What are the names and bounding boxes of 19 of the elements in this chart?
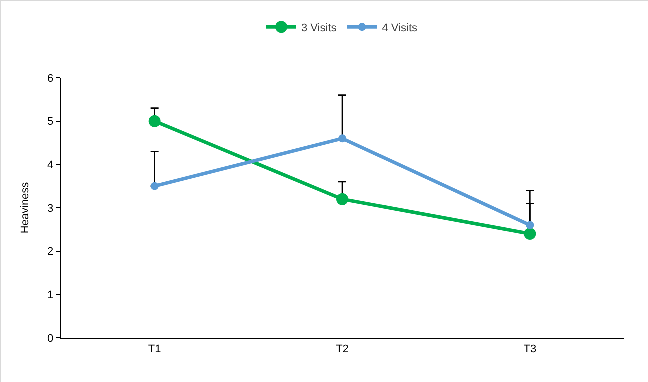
y-tick-label: 6	[48, 72, 54, 85]
x-tick-label: T3	[524, 343, 537, 356]
y-tick-label: 1	[48, 290, 54, 302]
y-tick-label: 4	[48, 160, 54, 172]
point	[338, 134, 346, 143]
point	[526, 221, 534, 230]
point	[524, 228, 536, 240]
y-tick-label: 2	[48, 246, 54, 258]
legend-label: 3 Visits	[302, 22, 338, 34]
x-tick-label: T2	[336, 343, 349, 356]
y-tick-label: 3	[48, 202, 54, 215]
y-tick-label: 0	[48, 332, 54, 345]
point	[150, 182, 159, 190]
y-tick-label: 5	[48, 116, 54, 128]
point	[336, 193, 348, 206]
x-tick-label: T1	[148, 343, 162, 356]
legend-label: 4 Visits	[382, 22, 418, 34]
point	[148, 115, 161, 128]
y-axis-title: Heaviness	[20, 182, 32, 234]
